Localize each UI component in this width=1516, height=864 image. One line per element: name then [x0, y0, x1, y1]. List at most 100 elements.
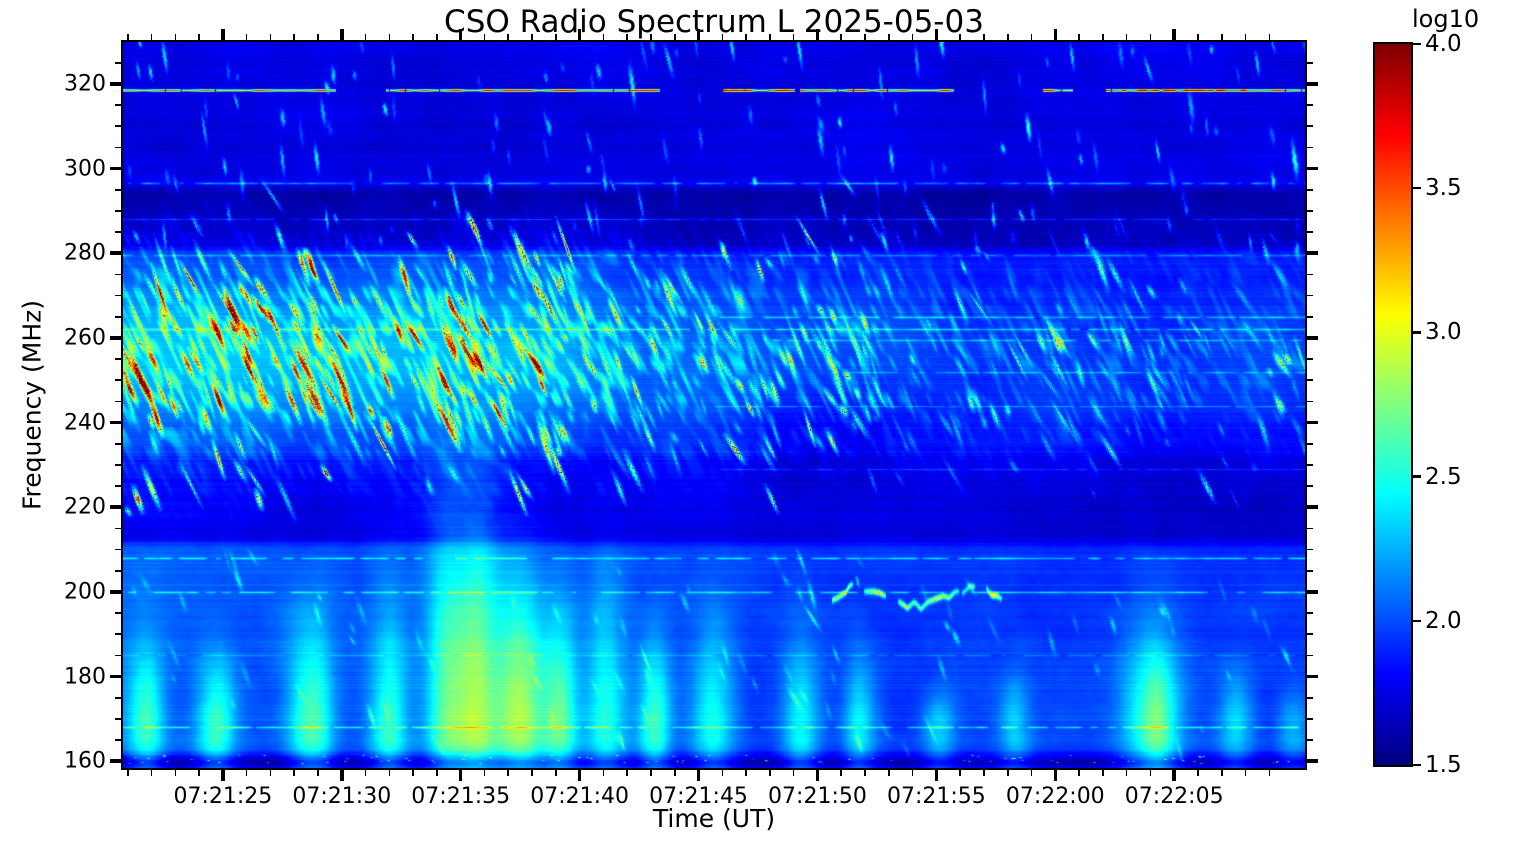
x-major-tick [1053, 770, 1058, 781]
y-tick-label: 180 [64, 663, 106, 689]
chart-title: CSO Radio Spectrum L 2025-05-03 [444, 4, 984, 40]
y-minor-tick [1307, 188, 1313, 191]
x-major-tick [934, 29, 939, 40]
y-major-tick [110, 166, 121, 171]
y-minor-tick [1307, 612, 1313, 614]
x-major-tick [577, 29, 582, 40]
y-minor-tick [115, 485, 121, 487]
y-tick-label: 260 [64, 325, 106, 351]
y-major-tick [1307, 82, 1318, 86]
x-minor-tick [126, 770, 129, 776]
y-tick-label: 220 [64, 494, 106, 520]
y-minor-tick [115, 315, 121, 318]
y-minor-tick [1307, 61, 1313, 64]
colorbar-label: log10 [1412, 5, 1480, 33]
y-tick-label: 160 [64, 748, 106, 774]
x-minor-tick [721, 34, 724, 40]
x-minor-tick [388, 770, 391, 776]
x-minor-tick [388, 34, 391, 40]
y-minor-tick [115, 379, 121, 382]
x-minor-tick [245, 770, 248, 776]
y-major-tick [110, 505, 121, 509]
x-major-tick [696, 770, 701, 781]
y-minor-tick [1307, 125, 1313, 128]
colorbar-tick-label: 2.5 [1425, 463, 1462, 490]
y-minor-tick [1307, 569, 1313, 572]
x-minor-tick [769, 34, 771, 40]
y-major-tick [110, 336, 121, 340]
x-major-tick [458, 770, 463, 781]
x-minor-tick [174, 34, 177, 40]
colorbar-tick [1413, 763, 1421, 767]
y-minor-tick [1307, 104, 1313, 106]
colorbar-tick-label: 2.0 [1425, 607, 1462, 634]
x-tick-label: 07:21:50 [768, 784, 867, 809]
y-minor-tick [1307, 231, 1313, 233]
x-minor-tick [436, 770, 438, 776]
x-minor-tick [364, 770, 367, 776]
x-minor-tick [959, 34, 961, 40]
y-major-tick [110, 82, 121, 86]
y-minor-tick [1307, 358, 1313, 360]
y-minor-tick [115, 273, 121, 276]
y-minor-tick [115, 718, 121, 720]
x-minor-tick [650, 34, 652, 40]
x-tick-label: 07:21:40 [530, 784, 630, 809]
x-minor-tick [198, 770, 200, 776]
y-major-tick [110, 759, 121, 763]
y-minor-tick [115, 400, 121, 403]
x-major-tick [221, 770, 225, 781]
x-minor-tick [483, 770, 486, 776]
colorbar-tick [1413, 186, 1421, 190]
x-minor-tick [245, 34, 248, 40]
y-minor-tick [115, 146, 121, 149]
colorbar-tick-label: 3.0 [1425, 319, 1462, 346]
y-minor-tick [1307, 379, 1313, 382]
colorbar-tick [1413, 42, 1421, 46]
x-tick-label: 07:21:35 [411, 784, 511, 809]
colorbar-tick-label: 3.5 [1425, 174, 1462, 201]
x-minor-tick [412, 770, 414, 776]
x-tick-label: 07:21:45 [649, 784, 748, 809]
y-minor-tick [115, 548, 121, 551]
x-major-tick [815, 770, 820, 781]
colorbar [1375, 44, 1411, 765]
x-tick-label: 07:21:30 [292, 784, 392, 809]
y-minor-tick [115, 654, 121, 657]
x-major-tick [1172, 770, 1176, 781]
x-tick-label: 07:21:55 [886, 784, 986, 809]
y-tick-label: 240 [64, 409, 106, 435]
x-minor-tick [555, 34, 557, 40]
x-minor-tick [1006, 770, 1009, 776]
x-major-tick [1053, 29, 1058, 40]
y-minor-tick [1307, 696, 1313, 699]
x-major-tick [577, 770, 582, 781]
y-minor-tick [1307, 464, 1313, 466]
x-minor-tick [1268, 34, 1271, 40]
x-minor-tick [602, 34, 605, 40]
x-minor-tick [1006, 34, 1009, 40]
y-major-tick [1307, 336, 1318, 340]
y-minor-tick [1307, 294, 1313, 297]
y-major-tick [1307, 759, 1318, 763]
x-minor-tick [317, 34, 319, 40]
y-minor-tick [1307, 273, 1313, 276]
x-minor-tick [792, 34, 795, 40]
y-minor-tick [1307, 210, 1313, 212]
x-minor-tick [840, 34, 843, 40]
y-major-tick [1307, 674, 1318, 679]
x-minor-tick [1030, 34, 1033, 40]
x-tick-label: 07:22:05 [1124, 784, 1224, 809]
y-minor-tick [1307, 315, 1313, 318]
y-minor-tick [1307, 527, 1313, 530]
x-minor-tick [745, 770, 747, 776]
x-minor-tick [673, 770, 676, 776]
y-minor-tick [115, 358, 121, 360]
x-minor-tick [1102, 34, 1104, 40]
x-minor-tick [531, 770, 533, 776]
x-minor-tick [1244, 34, 1247, 40]
y-axis-label: Frequency (MHz) [17, 299, 47, 511]
x-minor-tick [864, 770, 866, 776]
y-major-tick [1307, 251, 1318, 255]
